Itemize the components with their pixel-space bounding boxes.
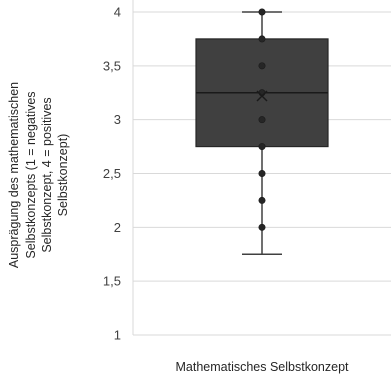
mean-marker-stroke xyxy=(256,90,268,102)
data-point xyxy=(258,8,266,16)
data-points xyxy=(258,8,266,231)
data-point xyxy=(258,35,266,43)
y-tick-label: 3,5 xyxy=(103,58,121,73)
x-axis-category-label: Mathematisches Selbstkonzept xyxy=(175,360,349,374)
y-axis-title-line-4: Selbstkonzept) xyxy=(56,134,70,217)
data-point xyxy=(258,116,266,124)
y-tick-label: 3 xyxy=(114,112,121,127)
y-axis-title-line-1: Ausprägung des mathematischen xyxy=(7,82,21,268)
data-point xyxy=(258,196,266,204)
y-tick-label: 2,5 xyxy=(103,166,121,181)
data-point xyxy=(258,143,266,151)
y-tick-label: 1 xyxy=(114,328,121,343)
y-axis-title-line-3: Selbstkonzept, 4 = positives xyxy=(40,97,54,252)
mean-marker xyxy=(256,90,268,102)
y-axis-title: Ausprägung des mathematischen Selbstkonz… xyxy=(7,82,70,268)
data-point xyxy=(258,170,266,178)
y-tick-label: 4 xyxy=(114,5,121,20)
y-axis-title-line-2: Selbstkonzepts (1 = negatives xyxy=(24,91,38,258)
y-tick-label: 2 xyxy=(114,220,121,235)
y-tick-label: 1,5 xyxy=(103,274,121,289)
data-point xyxy=(258,62,266,70)
y-axis-tick-labels: 1 1,5 2 2,5 3 3,5 4 xyxy=(103,5,121,343)
data-point xyxy=(258,223,266,231)
